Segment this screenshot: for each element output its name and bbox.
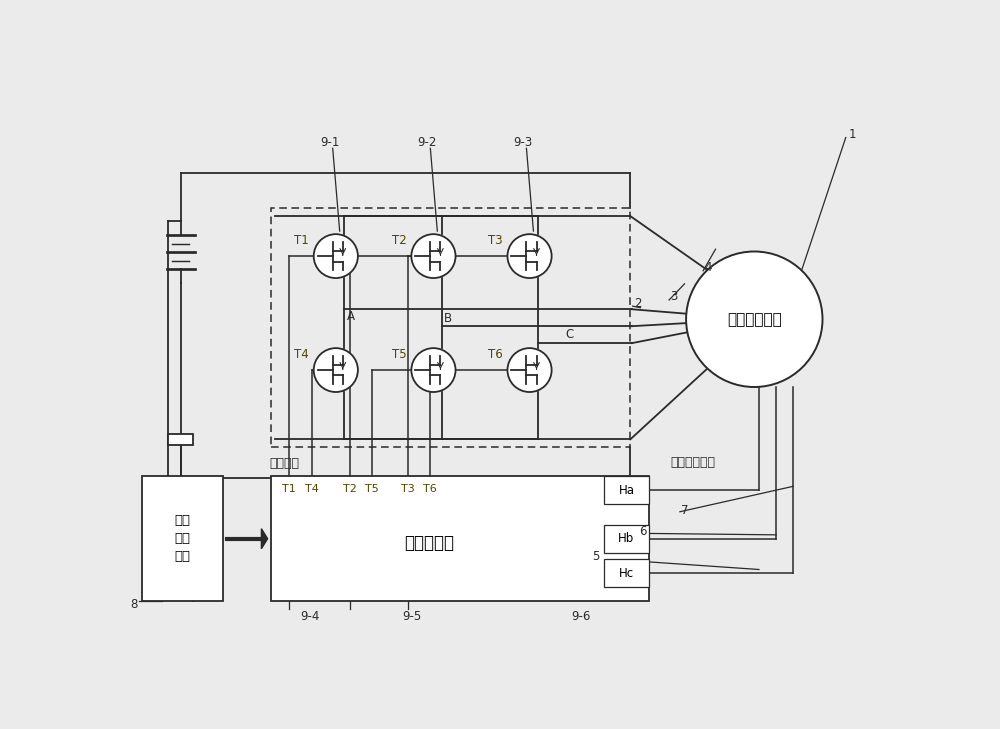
Bar: [142, 476, 223, 601]
Text: 4: 4: [704, 261, 712, 274]
Bar: [604, 476, 649, 504]
Text: 驱动信号: 驱动信号: [269, 457, 299, 470]
Text: 9-5: 9-5: [402, 610, 421, 623]
Text: A: A: [347, 310, 355, 323]
Circle shape: [411, 348, 456, 392]
Text: 无刻直流电机: 无刻直流电机: [727, 312, 782, 327]
Text: C: C: [565, 329, 573, 341]
Text: 6: 6: [639, 526, 646, 538]
Text: 9-2: 9-2: [418, 136, 437, 149]
Text: 9-6: 9-6: [571, 610, 590, 623]
Text: 9-1: 9-1: [320, 136, 339, 149]
Circle shape: [507, 348, 552, 392]
Text: 2: 2: [634, 297, 642, 310]
Text: T2: T2: [392, 234, 407, 247]
Text: 5: 5: [593, 550, 600, 563]
Text: 3: 3: [670, 290, 677, 303]
Bar: [604, 525, 649, 553]
Text: 7: 7: [681, 504, 688, 517]
Text: 中央处理器: 中央处理器: [405, 534, 455, 552]
Text: T3: T3: [488, 234, 503, 247]
Text: T4: T4: [305, 483, 319, 494]
Text: T4: T4: [294, 348, 309, 361]
Text: 9-3: 9-3: [514, 136, 533, 149]
Bar: [604, 559, 649, 588]
Text: T2: T2: [343, 483, 357, 494]
Bar: [168, 434, 193, 445]
Polygon shape: [261, 529, 268, 549]
Text: T1: T1: [294, 234, 309, 247]
Text: 电流
检测
单元: 电流 检测 单元: [175, 514, 191, 564]
Text: T6: T6: [423, 483, 437, 494]
Text: Hb: Hb: [618, 532, 635, 545]
Text: 1: 1: [848, 128, 856, 141]
Bar: [271, 208, 630, 447]
Circle shape: [314, 234, 358, 278]
Bar: [271, 476, 649, 601]
Text: 9-4: 9-4: [300, 610, 319, 623]
Circle shape: [686, 252, 822, 387]
Text: 转子位置信号: 转子位置信号: [671, 456, 716, 469]
Text: T5: T5: [392, 348, 407, 361]
Text: Ha: Ha: [618, 483, 634, 496]
Circle shape: [507, 234, 552, 278]
Circle shape: [314, 348, 358, 392]
Text: T1: T1: [282, 483, 296, 494]
Circle shape: [411, 234, 456, 278]
Text: T6: T6: [488, 348, 503, 361]
Text: 8: 8: [131, 598, 138, 611]
Text: T3: T3: [401, 483, 415, 494]
Text: B: B: [444, 312, 452, 325]
Text: T5: T5: [365, 483, 379, 494]
Text: Hc: Hc: [619, 567, 634, 580]
